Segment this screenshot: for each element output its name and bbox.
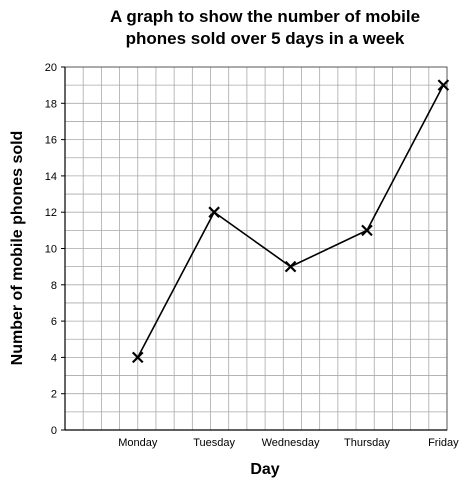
y-tick-label: 8 [51,280,57,292]
x-axis-label: Day [250,461,279,478]
y-tick-label: 18 [45,98,57,110]
y-tick-label: 0 [51,425,57,437]
x-tick-label: Tuesday [193,437,235,449]
data-point [284,260,297,273]
chart-title-line-2: phones sold over 5 days in a week [125,29,405,48]
x-tick-label: Friday [428,437,459,449]
y-axis-label: Number of mobile phones sold [9,131,26,366]
y-tick-label: 6 [51,316,57,328]
data-point [361,224,373,237]
grid [65,67,447,430]
y-tick-label: 4 [51,352,57,364]
marker-stroke [437,79,450,91]
data-point [131,351,144,364]
series [131,79,450,364]
chart-title: A graph to show the number of mobile pho… [60,6,470,50]
y-tick-label: 12 [45,207,57,219]
x-tick-label: Wednesday [262,437,320,449]
y-tick-labels: 0 2 4 6 8 10 12 14 16 18 20 [45,62,65,437]
chart-title-line-1: A graph to show the number of mobile [109,7,421,26]
marker-stroke [284,260,297,273]
y-tick-label: 10 [45,244,57,256]
data-point [437,79,450,91]
y-tick-label: 14 [45,171,57,183]
x-tick-labels: Monday Tuesday Wednesday Thursday Friday [118,437,459,449]
y-tick-label: 2 [51,389,57,401]
marker-stroke [131,351,144,364]
marker-stroke [208,206,220,218]
series-line [137,84,445,358]
marker-stroke [361,224,373,237]
y-tick-label: 16 [45,135,57,147]
x-tick-label: Thursday [344,437,390,449]
y-tick-label: 20 [45,62,57,74]
x-tick-label: Monday [118,437,158,449]
data-point [208,206,220,218]
